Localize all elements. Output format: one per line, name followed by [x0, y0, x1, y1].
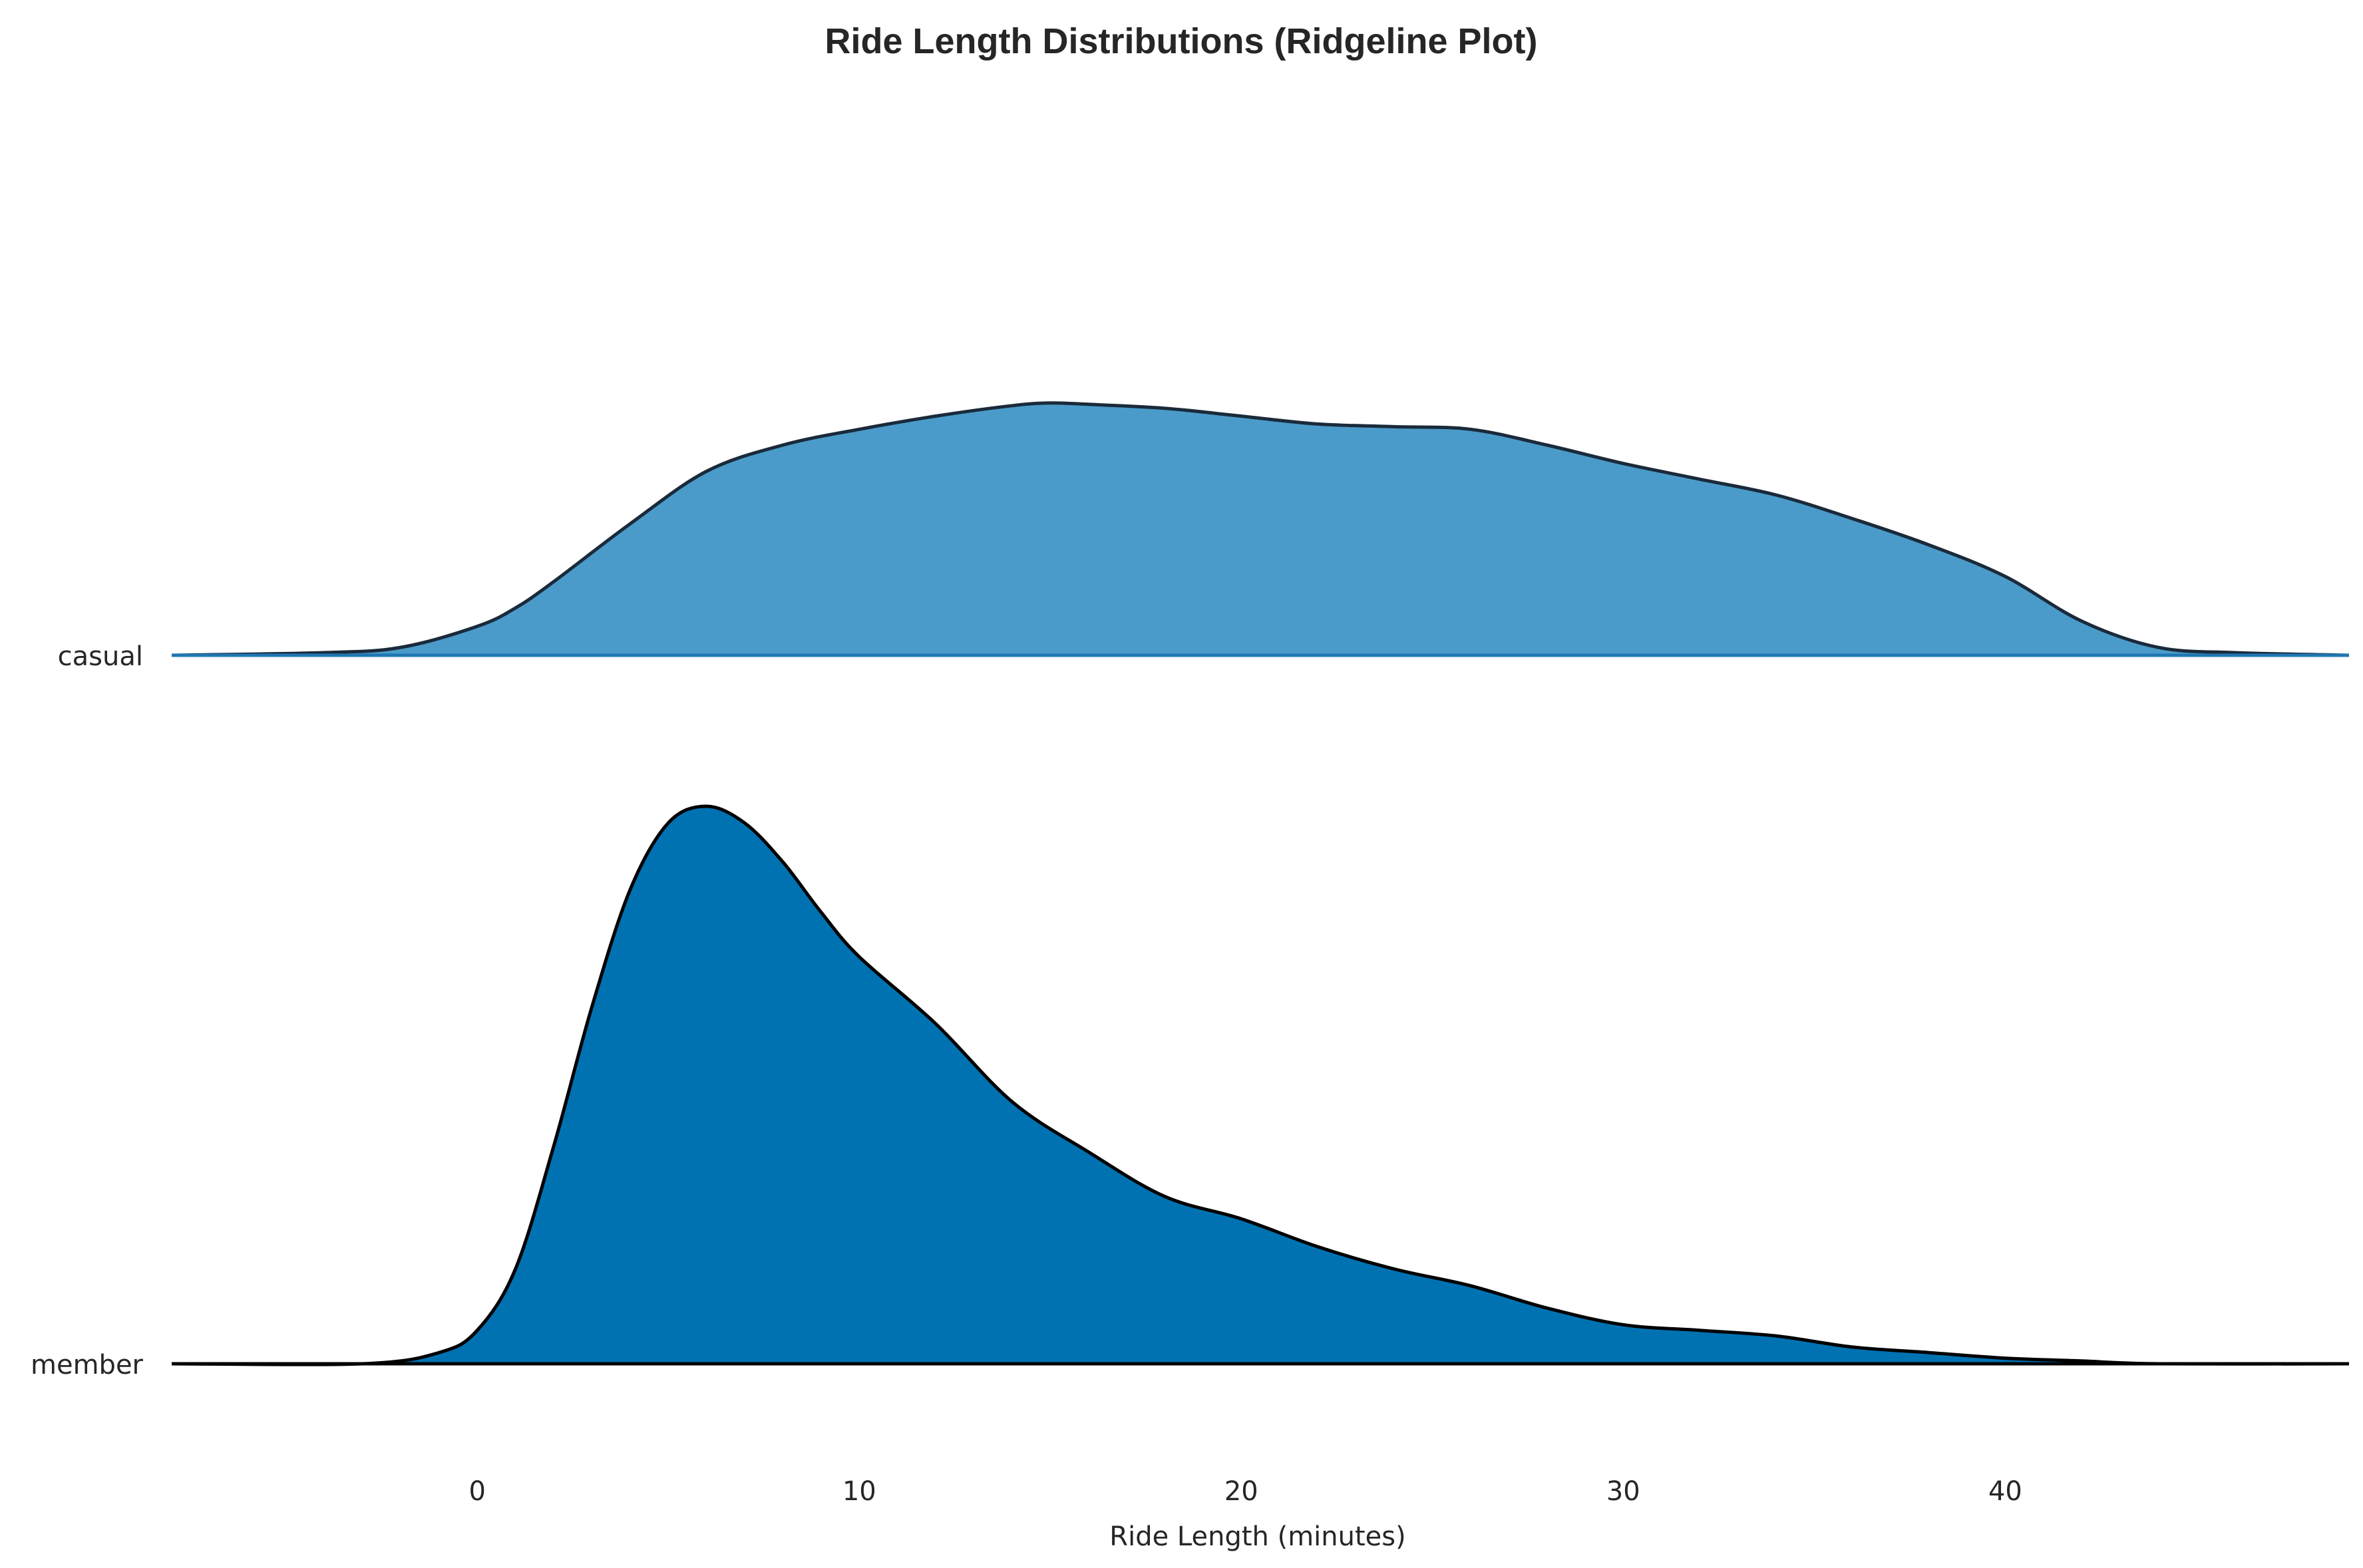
x-tick-label: 0: [468, 1476, 485, 1507]
category-labels: casual member: [31, 641, 144, 1380]
x-tick-label: 30: [1606, 1476, 1640, 1507]
ridge-area-member: [172, 806, 2349, 1365]
ridges: [171, 401, 2350, 1366]
ridge-outline-casual: [171, 401, 2350, 657]
ridge-outline-member: [171, 804, 2350, 1366]
chart-title: Ride Length Distributions (Ridgeline Plo…: [825, 21, 1538, 61]
x-axis-ticks: 0 10 20 30 40: [468, 1476, 2022, 1507]
x-tick-label: 40: [1988, 1476, 2022, 1507]
ridge-area-casual: [172, 402, 2349, 655]
x-tick-label: 20: [1224, 1476, 1258, 1507]
category-label-member: member: [31, 1350, 144, 1380]
x-axis-label: Ride Length (minutes): [1109, 1521, 1405, 1552]
x-tick-label: 10: [842, 1476, 876, 1507]
category-label-casual: casual: [58, 641, 143, 672]
